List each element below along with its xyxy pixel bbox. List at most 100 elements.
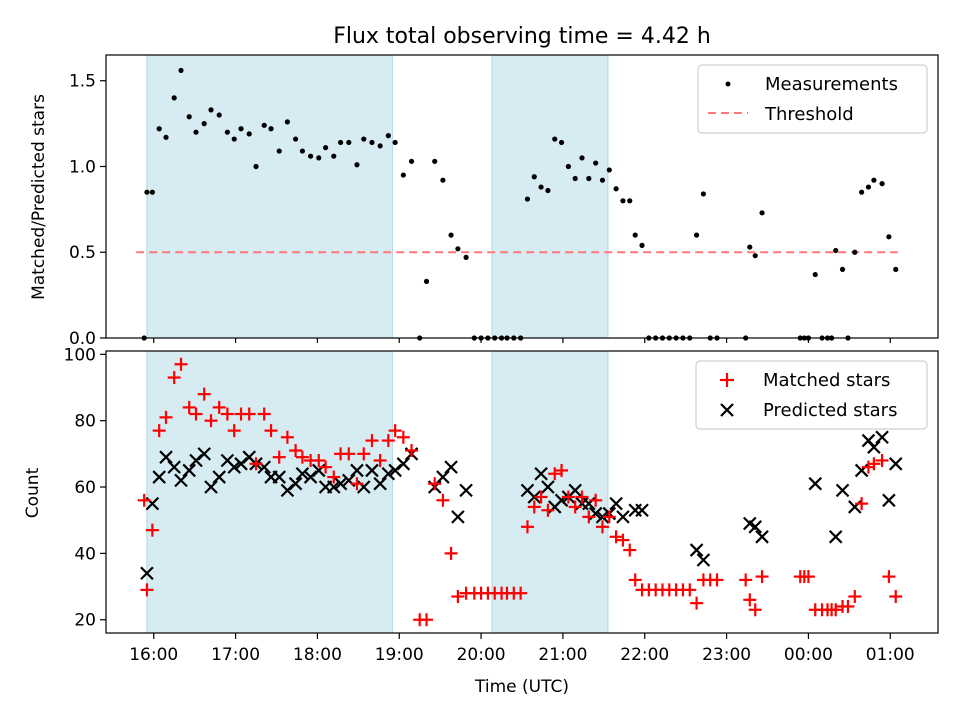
predicted-star-marker <box>568 483 582 498</box>
matched-star-marker <box>264 424 278 438</box>
y-tick-label: 1.5 <box>69 72 96 92</box>
predicted-star-marker <box>182 463 196 478</box>
matched-star-marker <box>514 586 528 600</box>
matched-star-marker <box>534 490 548 504</box>
measurement-point <box>238 126 244 132</box>
measurement-point <box>886 234 892 240</box>
y-tick-label: 80 <box>74 412 96 432</box>
measurement-point <box>632 232 638 238</box>
predicted-star-marker <box>212 470 226 484</box>
measurement-point <box>354 162 360 168</box>
measurement-point <box>552 136 558 142</box>
matched-star-marker <box>350 477 364 491</box>
x-tick-label: 22:00 <box>620 645 669 665</box>
matched-star-marker <box>623 543 637 557</box>
matched-star-marker <box>595 520 609 534</box>
measurement-point <box>400 172 406 178</box>
measurement-point <box>299 148 306 154</box>
x-tick-label: 19:00 <box>375 645 424 665</box>
measurement-point <box>700 191 707 197</box>
measurement-point <box>432 158 438 164</box>
matched-star-marker <box>227 424 241 438</box>
measurement-point <box>178 67 184 74</box>
matched-star-marker <box>197 387 211 401</box>
predicted-star-marker <box>875 430 889 445</box>
matched-star-marker <box>319 460 333 474</box>
measurement-point <box>423 278 430 284</box>
matched-star-marker <box>841 599 855 613</box>
predicted-star-marker <box>295 466 310 481</box>
matched-star-marker <box>272 450 286 464</box>
legend-measurements-marker <box>725 81 731 87</box>
y-tick-label: 100 <box>64 345 96 365</box>
matched-star-marker <box>848 590 862 604</box>
matched-star-marker <box>167 371 181 385</box>
matched-star-marker <box>609 530 623 544</box>
predicted-star-marker <box>527 490 542 504</box>
measurement-point <box>337 139 344 146</box>
measurement-point <box>224 129 230 135</box>
top-y-axis-label: Matched/Predicted stars <box>29 94 49 300</box>
matched-star-marker <box>249 457 263 471</box>
predicted-star-marker <box>451 510 465 524</box>
matched-star-marker <box>242 407 256 421</box>
matched-star-marker <box>137 493 151 507</box>
measurement-point <box>879 181 885 187</box>
y-tick-label: 40 <box>74 544 96 564</box>
measurement-point <box>579 155 585 161</box>
matched-star-marker <box>743 593 757 607</box>
measurement-point <box>292 136 299 142</box>
predicted-star-marker <box>609 496 623 511</box>
predicted-star-marker <box>140 566 154 581</box>
matched-star-marker <box>373 453 387 467</box>
matched-star-marker <box>145 523 159 537</box>
observing-window-shade <box>146 350 393 634</box>
predicted-star-marker <box>197 447 211 461</box>
predicted-star-marker <box>888 457 903 471</box>
legend-measurements-label: Measurements <box>765 74 898 95</box>
y-tick-label: 20 <box>74 611 96 631</box>
matched-star-marker <box>889 590 903 604</box>
measurement-point <box>865 184 872 190</box>
matched-star-marker <box>561 490 575 504</box>
predicted-star-marker <box>204 480 218 494</box>
bottom-panel: 20 40 60 80 100 16:00 17:00 18:00 19:00 20:00 21:0… <box>23 345 939 697</box>
measurement-point <box>246 131 252 137</box>
matched-star-marker <box>327 470 341 484</box>
measurement-point <box>193 129 199 135</box>
measurement-point <box>586 175 592 182</box>
legend-threshold-label: Threshold <box>764 104 854 125</box>
matched-star-marker <box>436 493 450 507</box>
observing-window-shade <box>491 54 609 339</box>
measurement-point <box>361 136 367 142</box>
measurement-point <box>268 126 274 132</box>
measurement-point <box>759 210 765 216</box>
measurement-point <box>859 189 865 195</box>
measurement-point <box>201 121 207 127</box>
predicted-star-marker <box>534 466 548 481</box>
predicted-star-marker <box>595 510 610 524</box>
measurement-point <box>144 189 150 195</box>
measurement-point <box>747 244 753 250</box>
predicted-star-marker <box>326 480 341 494</box>
matched-star-marker <box>520 520 534 534</box>
measurement-point <box>871 177 877 183</box>
predicted-star-marker <box>444 460 458 474</box>
measurement-point <box>171 95 177 101</box>
measurement-point <box>316 155 322 161</box>
matched-star-marker <box>182 400 196 414</box>
matched-star-marker <box>748 603 762 617</box>
predicted-star-marker <box>350 463 364 478</box>
matched-star-marker <box>575 490 589 504</box>
matched-star-marker <box>628 573 642 587</box>
predicted-star-marker <box>828 530 843 544</box>
x-tick-label: 23:00 <box>702 645 751 665</box>
matched-star-marker <box>451 590 465 604</box>
x-tick-label: 20:00 <box>457 645 506 665</box>
bottom-plot-frame <box>105 350 939 634</box>
predicted-star-marker <box>167 460 181 474</box>
bottom-y-axis-label: Count <box>23 467 43 518</box>
measurement-point <box>377 143 383 149</box>
matched-star-marker <box>140 583 154 597</box>
